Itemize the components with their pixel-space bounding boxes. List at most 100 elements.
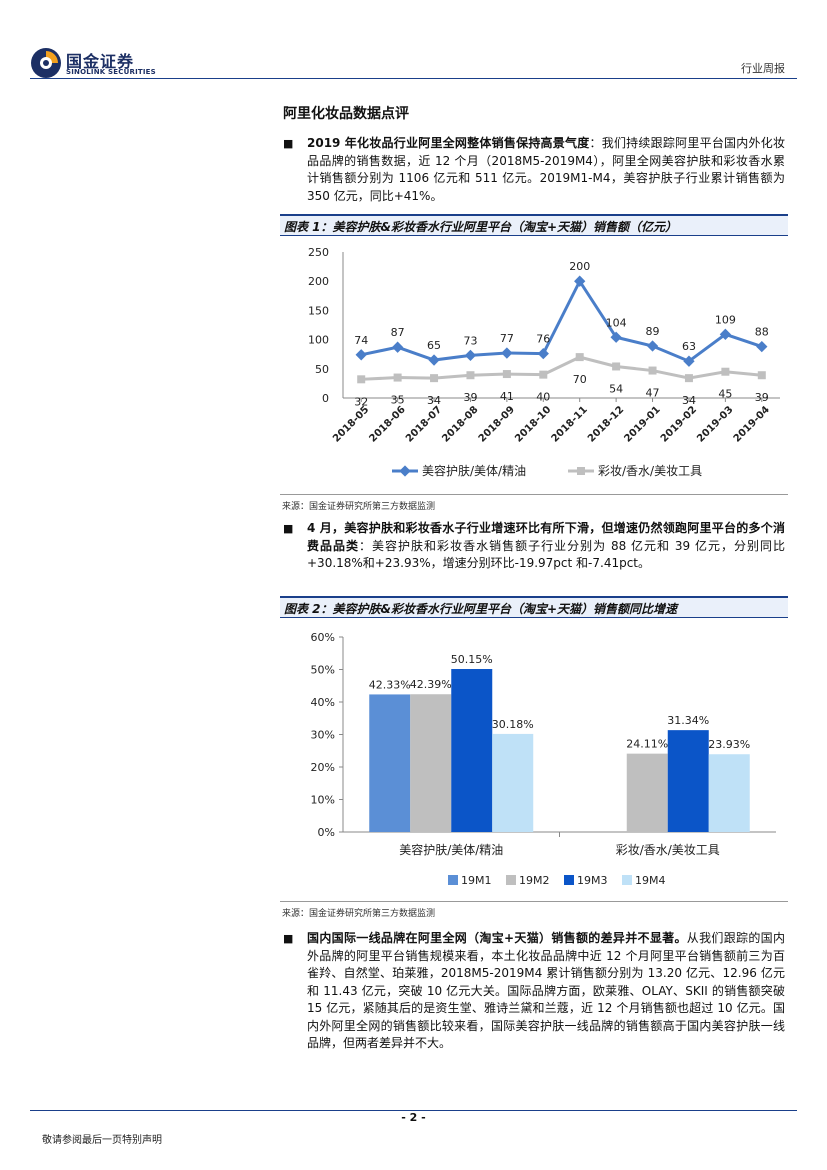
y-tick-label: 20% <box>311 761 335 774</box>
series-line-2 <box>361 355 762 381</box>
bullet-icon: ■ <box>283 932 294 945</box>
footer-divider <box>30 1110 797 1111</box>
bar-data-label: 31.34% <box>667 714 709 727</box>
x-tick-label: 2019-03 <box>695 404 735 444</box>
figure-1-source: 来源：国金证券研究所第三方数据监测 <box>282 502 436 512</box>
x-tick-label: 2019-04 <box>732 404 772 444</box>
bar-data-label: 50.15% <box>451 653 493 666</box>
figure-1-divider <box>280 494 788 495</box>
bar-data-label: 30.18% <box>492 718 534 731</box>
data-label: 70 <box>573 373 587 386</box>
legend-label: 19M1 <box>461 874 492 887</box>
data-label: 77 <box>500 332 514 345</box>
x-tick-label: 2019-01 <box>622 404 662 444</box>
data-point <box>428 354 440 366</box>
data-label: 87 <box>391 326 405 339</box>
legend-label: 19M3 <box>577 874 608 887</box>
legend-swatch <box>506 875 516 885</box>
data-label: 34 <box>427 394 441 407</box>
line-chart: 0501001502002502018-052018-062018-072018… <box>308 246 780 478</box>
data-point <box>430 374 439 383</box>
data-point <box>683 355 695 367</box>
data-point <box>756 340 768 353</box>
legend-label: 19M2 <box>519 874 550 887</box>
data-point <box>574 275 586 287</box>
legend-marker <box>399 465 411 477</box>
data-label: 39 <box>755 391 769 404</box>
bar <box>667 730 709 832</box>
x-tick-label: 2018-05 <box>331 404 371 444</box>
y-tick-label: 30% <box>311 729 335 742</box>
data-label: 74 <box>354 334 368 347</box>
bar <box>626 753 668 832</box>
data-label: 32 <box>354 395 368 408</box>
y-tick-label: 50 <box>315 363 329 376</box>
data-point <box>501 347 513 359</box>
data-point <box>355 349 367 361</box>
bullet-icon: ■ <box>283 137 294 150</box>
y-tick-label: 200 <box>308 275 329 288</box>
data-point <box>466 371 475 380</box>
legend-label: 19M4 <box>635 874 666 887</box>
y-tick-label: 10% <box>311 794 335 807</box>
data-label: 41 <box>500 390 514 403</box>
data-label: 65 <box>427 339 441 352</box>
data-label: 47 <box>646 387 660 400</box>
paragraph-3: ■ 国内国际一线品牌在阿里全网（淘宝+天猫）销售额的差异并不显著。从我们跟踪的国… <box>283 930 785 1053</box>
disclaimer-note: 敬请参阅最后一页特别声明 <box>42 1135 162 1146</box>
data-point <box>648 366 657 375</box>
legend-swatch <box>564 875 574 885</box>
data-label: 104 <box>606 316 627 329</box>
data-point <box>502 370 511 379</box>
bar <box>492 733 534 832</box>
y-tick-label: 60% <box>311 631 335 644</box>
data-point <box>612 362 621 371</box>
legend-marker <box>577 467 585 475</box>
legend-label: 彩妆/香水/美妆工具 <box>598 464 702 478</box>
paragraph-2: ■ 4 月，美容护肤和彩妆香水子行业增速环比有所下滑，但增速仍然领跑阿里平台的多… <box>283 520 785 573</box>
data-label: 73 <box>463 334 477 347</box>
bar-data-label: 42.39% <box>410 678 452 691</box>
data-point <box>539 370 548 379</box>
data-point <box>721 367 730 376</box>
figure-2-source: 来源：国金证券研究所第三方数据监测 <box>282 909 436 919</box>
x-category-label: 美容护肤/美体/精油 <box>399 842 503 857</box>
y-tick-label: 150 <box>308 304 329 317</box>
x-category-label: 彩妆/香水/美妆工具 <box>616 843 720 857</box>
x-tick-label: 2018-11 <box>550 404 590 444</box>
data-label: 76 <box>536 333 550 346</box>
company-logo-mark <box>31 48 61 78</box>
bar-chart: 0% 10% 20% 30% 40% 50% 60% 美容护肤/美体/精油 42.33% 42.3… <box>311 631 776 887</box>
data-label: 39 <box>463 391 477 404</box>
bar-data-label: 42.33% <box>369 678 411 691</box>
data-point <box>684 374 693 383</box>
bar <box>451 669 493 832</box>
bar-data-label: 24.11% <box>626 738 668 751</box>
data-point <box>393 373 402 382</box>
data-label: 40 <box>536 391 550 404</box>
legend-swatch <box>448 875 458 885</box>
x-tick-label: 2019-02 <box>659 404 699 444</box>
x-tick-label: 2018-09 <box>477 404 517 444</box>
bar <box>369 694 411 832</box>
bullet-icon: ■ <box>283 522 294 535</box>
x-tick-label: 2018-07 <box>404 404 444 444</box>
report-type: 行业周报 <box>741 62 785 75</box>
paragraph-1-lead: 2019 年化妆品行业阿里全网整体销售保持高景气度 <box>307 136 590 150</box>
data-point <box>537 347 549 360</box>
paragraph-2-lead: 4 月，美容护肤和彩妆香水子行业增速环比有所下滑，但增速仍然领跑阿里平台的多个消… <box>307 521 785 553</box>
x-tick-label: 2018-08 <box>440 404 480 444</box>
series-line-1 <box>360 278 763 363</box>
bar <box>708 754 750 832</box>
x-tick-label: 2018-12 <box>586 404 626 444</box>
x-tick-label: 2018-06 <box>368 404 408 444</box>
data-label: 109 <box>715 313 736 326</box>
data-label: 34 <box>682 394 696 407</box>
y-tick-label: 0% <box>318 826 335 839</box>
paragraph-3-text: 从我们跟踪的国内外品牌的阿里平台销售规模来看，本土化妆品品牌中近 12 个月阿里… <box>307 931 785 1050</box>
data-point <box>757 371 766 380</box>
data-label: 200 <box>569 260 590 273</box>
data-label: 35 <box>391 394 405 407</box>
company-logo-en: SINOLINK SECURITIES <box>66 68 156 76</box>
x-tick-label: 2018-10 <box>513 404 553 444</box>
